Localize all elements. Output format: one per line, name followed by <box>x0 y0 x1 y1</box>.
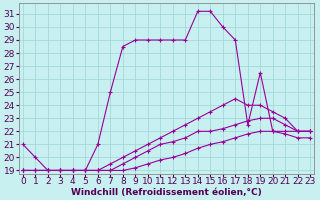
X-axis label: Windchill (Refroidissement éolien,°C): Windchill (Refroidissement éolien,°C) <box>71 188 262 197</box>
